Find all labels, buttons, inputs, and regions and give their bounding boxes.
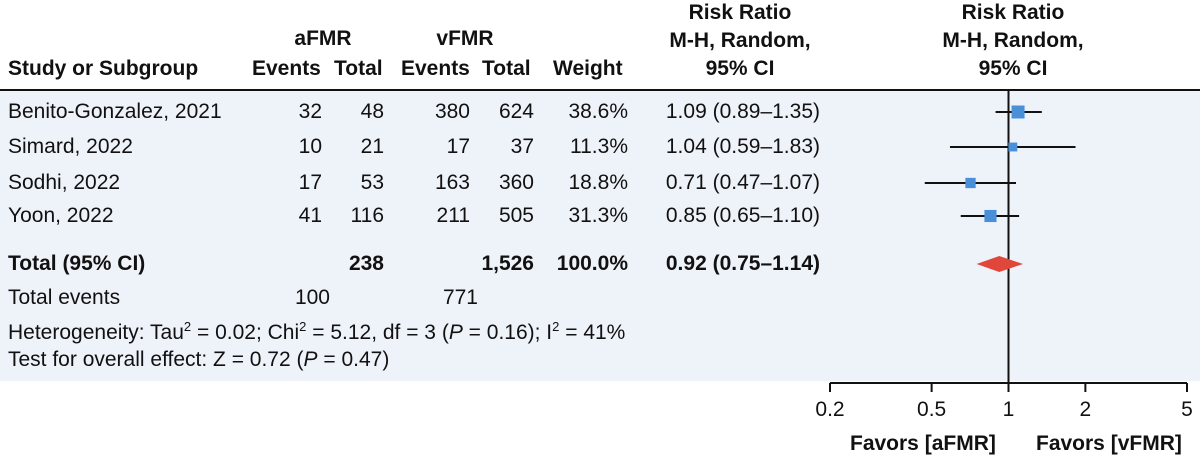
group-b-header: vFMR bbox=[436, 27, 494, 50]
weight: 11.3% bbox=[570, 135, 628, 158]
a-events: 17 bbox=[298, 171, 322, 194]
total-weight: 100.0% bbox=[556, 252, 628, 275]
rr-ci: 0.85 (0.65–1.10) bbox=[665, 204, 820, 227]
study-column-header: Study or Subgroup bbox=[8, 57, 199, 80]
weight-header: Weight bbox=[553, 57, 623, 80]
rr-plot-header-3: 95% CI bbox=[978, 57, 1048, 80]
study-point bbox=[1008, 142, 1018, 152]
study-point bbox=[965, 177, 976, 189]
group-a-header: aFMR bbox=[294, 27, 352, 50]
a-total: 21 bbox=[360, 135, 384, 158]
total-events-a: 100 bbox=[294, 286, 330, 309]
b-total: 505 bbox=[498, 204, 534, 227]
a-total: 53 bbox=[360, 171, 384, 194]
total-b: 1,526 bbox=[481, 252, 534, 275]
study-name: Sodhi, 2022 bbox=[8, 171, 121, 194]
overall-effect-text: Test for overall effect: Z = 0.72 (P = 0… bbox=[8, 348, 390, 371]
weight: 18.8% bbox=[568, 171, 628, 194]
study-name: Benito-Gonzalez, 2021 bbox=[8, 100, 222, 123]
header-rule bbox=[0, 89, 1200, 91]
rr-table-header-1: Risk Ratio bbox=[688, 1, 792, 24]
rr-plot-header-1: Risk Ratio bbox=[961, 1, 1065, 24]
rr-ci: 1.09 (0.89–1.35) bbox=[665, 100, 820, 123]
x-tick-label: 0.2 bbox=[815, 398, 844, 421]
a-events: 41 bbox=[298, 204, 322, 227]
b-total: 360 bbox=[498, 171, 534, 194]
rr-plot-header-2: M-H, Random, bbox=[942, 29, 1084, 52]
weight: 38.6% bbox=[568, 100, 628, 123]
x-tick-label: 5 bbox=[1181, 398, 1193, 421]
b-events: 211 bbox=[436, 204, 470, 227]
a-total-header: Total bbox=[334, 57, 383, 80]
a-total: 48 bbox=[360, 100, 384, 123]
study-point bbox=[984, 209, 997, 223]
favors-left-label: Favors [aFMR] bbox=[850, 432, 996, 455]
a-events: 10 bbox=[298, 135, 322, 158]
rr-ci: 1.04 (0.59–1.83) bbox=[665, 135, 820, 158]
total-events-label: Total events bbox=[8, 286, 121, 309]
x-tick-label: 2 bbox=[1080, 398, 1092, 421]
total-events-b: 771 bbox=[442, 286, 478, 309]
total-a: 238 bbox=[348, 252, 384, 275]
b-total-header: Total bbox=[482, 57, 531, 80]
b-events: 17 bbox=[446, 135, 470, 158]
x-tick-label: 1 bbox=[1003, 398, 1015, 421]
b-total: 624 bbox=[498, 100, 534, 123]
a-events-header: Events bbox=[252, 57, 321, 80]
table-background bbox=[0, 91, 1200, 381]
favors-right-label: Favors [vFMR] bbox=[1036, 432, 1182, 455]
a-total: 116 bbox=[350, 204, 384, 227]
total-ci: 0.92 (0.75–1.14) bbox=[665, 252, 820, 275]
weight: 31.3% bbox=[568, 204, 628, 227]
x-tick-label: 0.5 bbox=[917, 398, 946, 421]
study-name: Yoon, 2022 bbox=[8, 204, 114, 227]
heterogeneity-text: Heterogeneity: Tau2 = 0.02; Chi2 = 5.12,… bbox=[8, 319, 626, 344]
total-label: Total (95% CI) bbox=[8, 252, 146, 275]
b-events: 163 bbox=[434, 171, 470, 194]
rr-ci: 0.71 (0.47–1.07) bbox=[665, 171, 820, 194]
a-events: 32 bbox=[298, 100, 322, 123]
rr-table-header-2: M-H, Random, bbox=[669, 29, 811, 52]
overall-diamond bbox=[976, 256, 1024, 272]
b-total: 37 bbox=[510, 135, 534, 158]
study-name: Simard, 2022 bbox=[8, 135, 133, 158]
b-events-header: Events bbox=[401, 57, 470, 80]
rr-table-header-3: 95% CI bbox=[705, 57, 775, 80]
study-point bbox=[1011, 105, 1025, 119]
b-events: 380 bbox=[434, 100, 470, 123]
